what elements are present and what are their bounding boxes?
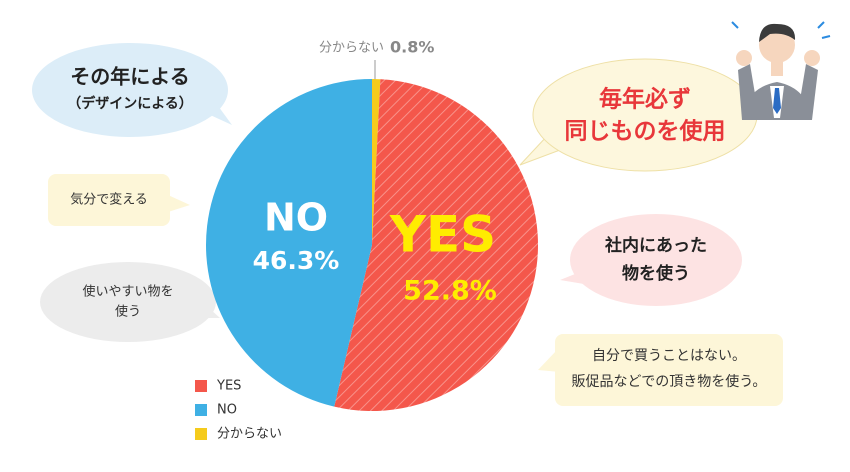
- annotation: 気分で変える: [70, 192, 148, 208]
- legend-swatch: [195, 428, 207, 440]
- category-label: YES: [389, 206, 496, 264]
- legend-label: YES: [216, 379, 241, 394]
- annotation: 使いやすい物を: [82, 284, 173, 300]
- annotation: その年による: [70, 65, 189, 89]
- value-label: 52.8%: [403, 276, 497, 307]
- legend-label: NO: [217, 403, 237, 418]
- category-label: 分からない: [319, 41, 384, 56]
- legend-swatch: [195, 404, 207, 416]
- annotation: 毎年必ず: [599, 86, 691, 113]
- pie-slice: [372, 79, 381, 245]
- annotation: 自分で買うことはない。: [592, 348, 746, 364]
- legend-label: 分からない: [217, 427, 282, 442]
- value-label: 46.3%: [253, 246, 340, 275]
- annotation: 物を使う: [622, 263, 690, 284]
- annotation: 同じものを使用: [565, 119, 726, 145]
- annotation: 使う: [115, 304, 141, 320]
- annotation: （デザインによる）: [67, 95, 193, 112]
- annotation: 販促品などでの頂き物を使う。: [572, 373, 767, 390]
- pie-slice: [334, 79, 538, 411]
- category-label: NO: [264, 196, 328, 240]
- value-label: 0.8%: [390, 38, 434, 57]
- annotation: 社内にあった: [604, 235, 707, 256]
- legend-swatch: [195, 380, 207, 392]
- person-illustration: [731, 21, 831, 120]
- pie-slice: [205, 79, 372, 407]
